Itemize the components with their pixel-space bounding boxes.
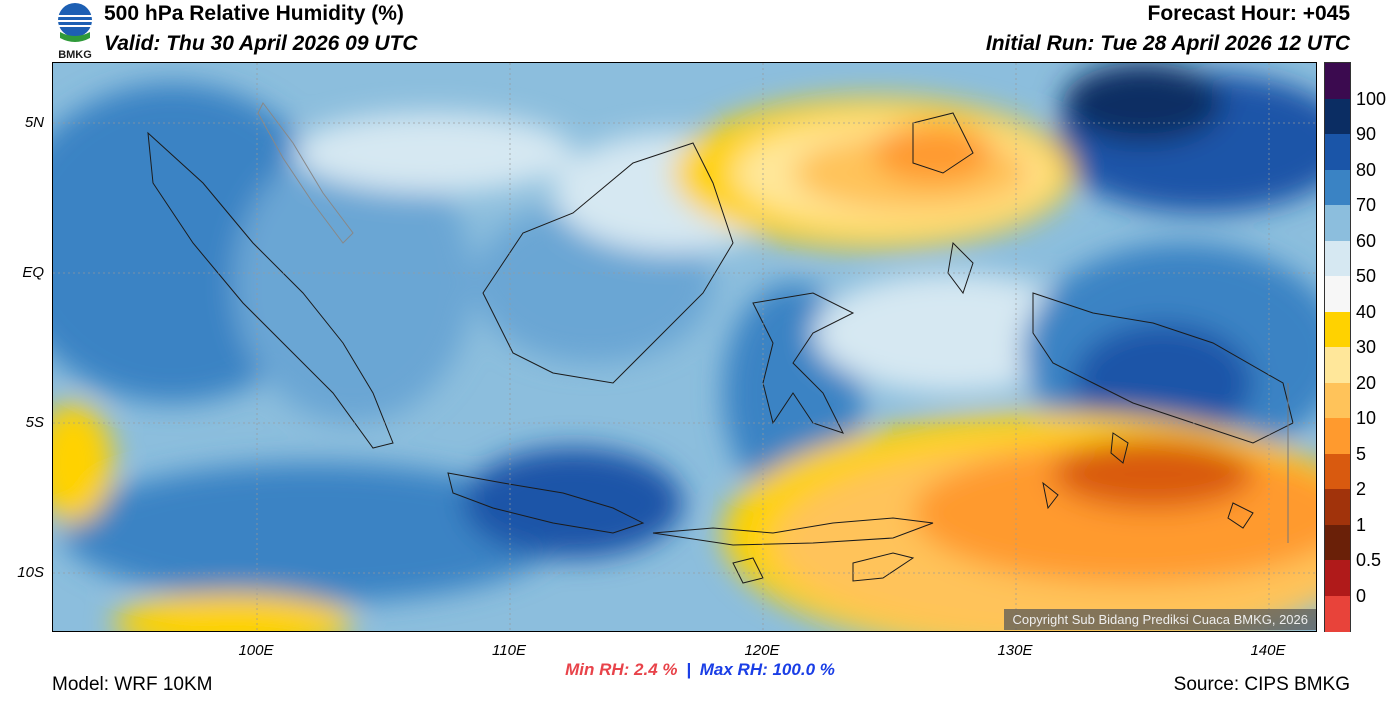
colorbar-segment: [1325, 453, 1350, 490]
max-rh: Max RH: 100.0 %: [699, 660, 835, 679]
humidity-map: [52, 62, 1317, 632]
colorbar-label: 20: [1356, 372, 1377, 393]
colorbar-segment: [1325, 240, 1350, 277]
colorbar-label: 30: [1356, 337, 1377, 357]
valid-time: Valid: Thu 30 April 2026 09 UTC: [104, 32, 418, 55]
colorbar-label: 5: [1356, 443, 1367, 464]
colorbar-label: 70: [1356, 195, 1377, 215]
lat-label-10s: 10S: [17, 564, 44, 581]
copyright-note: Copyright Sub Bidang Prediksi Cuaca BMKG…: [1004, 609, 1316, 630]
colorbar: [1324, 62, 1351, 632]
colorbar-label: 80: [1356, 159, 1377, 180]
lon-label-140e: 140E: [1250, 642, 1286, 659]
stats-separator: |: [686, 660, 692, 679]
model-label: Model: WRF 10KM: [52, 674, 213, 695]
initial-run: Initial Run: Tue 28 April 2026 12 UTC: [985, 32, 1350, 55]
colorbar-label: 40: [1356, 301, 1377, 322]
colorbar-segment: [1325, 382, 1350, 419]
forecast-hour: Forecast Hour: +045: [1147, 2, 1351, 25]
colorbar-segment: [1325, 524, 1350, 561]
colorbar-segment: [1325, 347, 1350, 383]
colorbar-label: 90: [1356, 124, 1377, 144]
lon-label-120e: 120E: [744, 642, 780, 659]
svg-text:BMKG: BMKG: [58, 49, 92, 60]
colorbar-label: 50: [1356, 266, 1377, 286]
min-rh: Min RH: 2.4 %: [565, 660, 678, 679]
colorbar-segment: [1325, 169, 1350, 206]
rh-stats: Min RH: 2.4 % | Max RH: 100.0 %: [0, 660, 1400, 680]
source-label: Source: CIPS BMKG: [1173, 674, 1350, 695]
colorbar-segment: [1325, 595, 1350, 632]
map-title: 500 hPa Relative Humidity (%): [104, 2, 404, 25]
colorbar-segment: [1325, 205, 1350, 241]
colorbar-segment: [1325, 418, 1350, 454]
bmkg-logo: BMKG: [57, 3, 93, 60]
colorbar-segment: [1325, 489, 1350, 525]
colorbar-label: 10: [1356, 408, 1377, 428]
colorbar-label: 0: [1356, 585, 1367, 606]
colorbar-label: 60: [1356, 230, 1377, 251]
lon-label-110e: 110E: [492, 642, 526, 659]
lat-label-5n: 5N: [24, 114, 44, 131]
lon-label-130e: 130E: [997, 642, 1033, 659]
colorbar-segment: [1325, 276, 1350, 312]
lat-label-5s: 5S: [25, 414, 44, 431]
colorbar-segment: [1325, 63, 1350, 99]
colorbar-segment: [1325, 98, 1350, 135]
colorbar-segment: [1325, 311, 1350, 348]
colorbar-label: 1: [1356, 514, 1367, 535]
colorbar-segment: [1325, 560, 1350, 596]
colorbar-segment: [1325, 134, 1350, 170]
colorbar-label: 100: [1356, 88, 1387, 109]
lat-label-eq: EQ: [22, 264, 44, 281]
colorbar-label: 2: [1356, 479, 1367, 499]
colorbar-label: 0.5: [1356, 550, 1382, 570]
lon-label-100e: 100E: [238, 642, 274, 659]
